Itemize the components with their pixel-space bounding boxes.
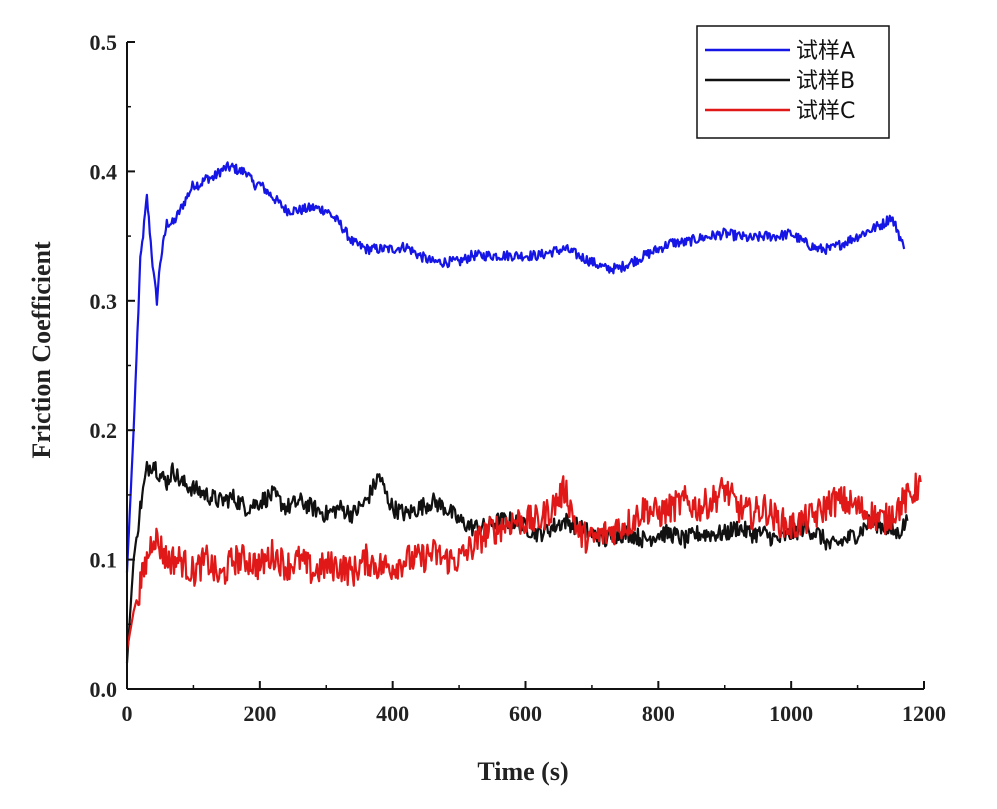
x-tick-label: 1000 [769,701,813,726]
x-tick-label: 800 [642,701,675,726]
x-axis-title: Time (s) [477,757,568,786]
legend-label-3: 试样C [796,99,855,124]
y-tick-label: 0.5 [90,30,118,55]
y-tick-label: 0.3 [90,289,118,314]
x-tick-label: 400 [376,701,409,726]
legend-box [696,25,890,139]
y-tick-label: 0.1 [90,548,118,573]
y-tick-label: 0.2 [90,418,118,443]
legend-label-2: 试样B [796,69,855,94]
x-tick-label: 600 [509,701,542,726]
series-layer [125,161,922,664]
legend-label-1: 试样A [796,39,855,64]
y-axis-title: Friction Coefficient [27,241,56,459]
y-tick-label: 0.4 [90,159,118,184]
x-tick-label: 200 [243,701,276,726]
y-tick-label: 0.0 [90,677,118,702]
series-line-1 [125,161,906,573]
legend: 试样A 试样B 试样C [696,25,890,139]
axes-layer [126,42,924,690]
ticks-layer: 0.0 0.1 0.2 0.3 0.4 0.5 0 200 400 600 800 1000 1200 [90,30,947,726]
series-line-2 [125,460,909,664]
x-tick-label: 1200 [902,701,946,726]
x-tick-label: 0 [122,701,133,726]
series-line-3 [125,472,922,651]
